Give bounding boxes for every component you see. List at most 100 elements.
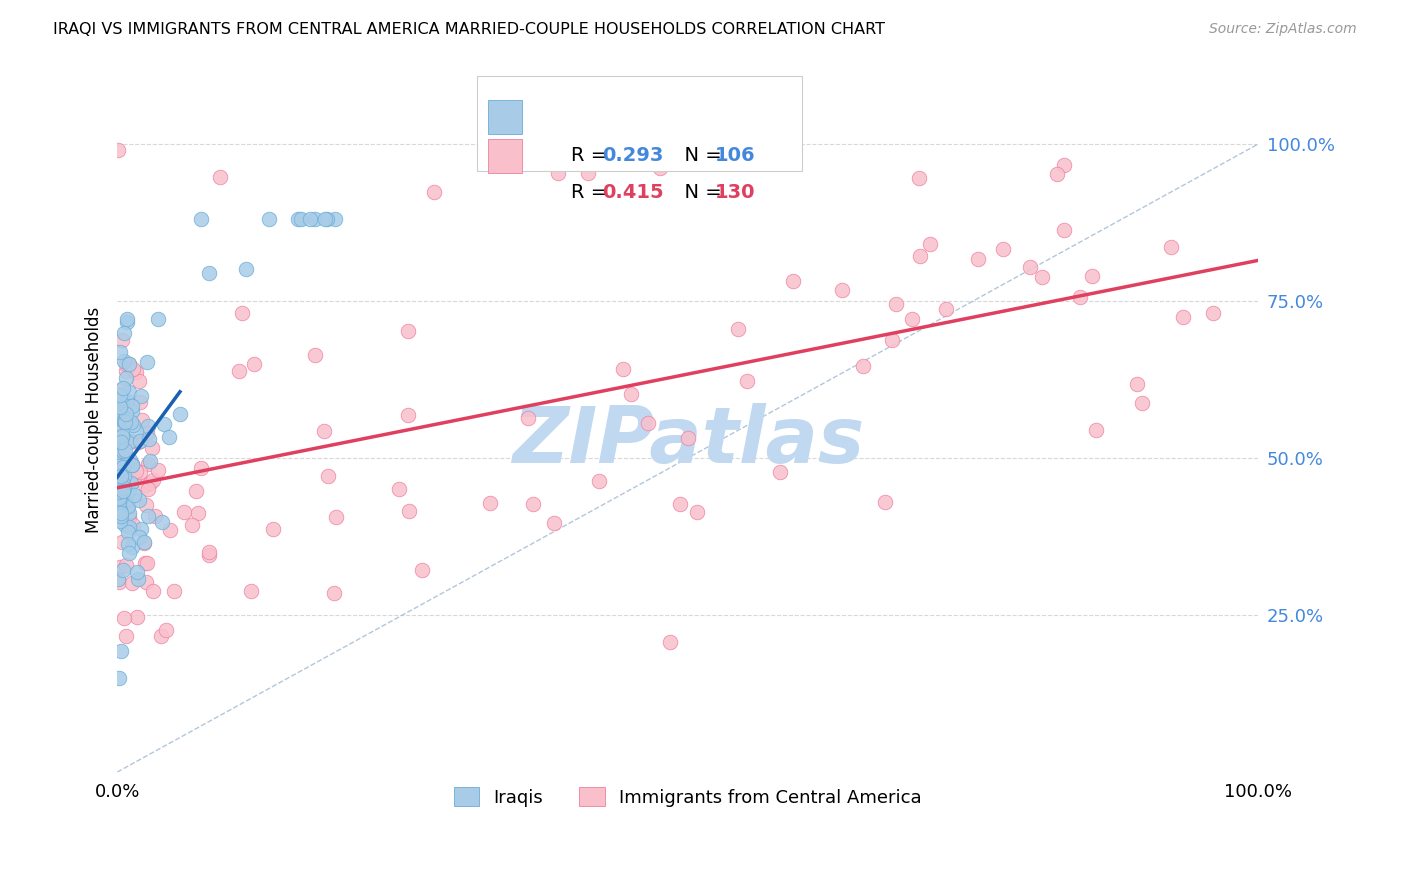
Point bbox=[118, 511, 141, 525]
Point bbox=[117, 546, 139, 560]
Point bbox=[396, 408, 419, 422]
Point bbox=[198, 548, 221, 562]
Point bbox=[110, 436, 132, 450]
Point bbox=[157, 430, 180, 444]
Point bbox=[117, 524, 139, 539]
Point bbox=[1126, 376, 1149, 391]
Point bbox=[107, 476, 129, 491]
Point bbox=[110, 430, 132, 444]
Point bbox=[112, 353, 135, 368]
Point bbox=[669, 497, 692, 511]
Point bbox=[659, 635, 682, 649]
Point bbox=[323, 212, 346, 227]
Point bbox=[138, 475, 160, 490]
Point bbox=[115, 498, 138, 512]
Point bbox=[208, 170, 231, 185]
Point bbox=[107, 494, 129, 508]
Point bbox=[110, 643, 132, 657]
Point bbox=[159, 523, 181, 537]
Point bbox=[1046, 168, 1069, 182]
Point bbox=[131, 413, 153, 427]
Point bbox=[112, 413, 135, 427]
Point bbox=[108, 388, 131, 402]
Point bbox=[141, 441, 163, 455]
Point bbox=[516, 410, 538, 425]
Point bbox=[884, 297, 907, 311]
Point bbox=[115, 407, 138, 421]
Point bbox=[423, 186, 446, 200]
Point bbox=[782, 273, 804, 287]
Point bbox=[135, 498, 157, 512]
Point bbox=[114, 443, 136, 458]
Point bbox=[121, 399, 143, 413]
Point bbox=[136, 419, 159, 434]
Point bbox=[612, 362, 634, 376]
Point bbox=[122, 470, 145, 484]
Point bbox=[125, 464, 148, 478]
Point bbox=[108, 344, 131, 359]
Point bbox=[125, 424, 148, 438]
Point bbox=[875, 494, 897, 508]
Point bbox=[304, 348, 326, 362]
Point bbox=[136, 509, 159, 524]
Point bbox=[108, 458, 131, 473]
Point bbox=[314, 424, 336, 438]
Point bbox=[127, 565, 149, 579]
Point bbox=[967, 252, 990, 266]
Text: Source: ZipAtlas.com: Source: ZipAtlas.com bbox=[1209, 22, 1357, 37]
Point bbox=[153, 417, 176, 431]
Point bbox=[290, 212, 312, 227]
Point bbox=[114, 401, 136, 415]
Point bbox=[112, 468, 135, 483]
Point bbox=[110, 508, 132, 523]
Point bbox=[686, 505, 709, 519]
Point bbox=[228, 364, 250, 378]
Point bbox=[108, 574, 131, 589]
Point bbox=[396, 324, 419, 338]
Point bbox=[146, 463, 169, 477]
Point bbox=[108, 491, 131, 505]
Point bbox=[676, 431, 699, 445]
Point bbox=[121, 576, 143, 591]
Point bbox=[262, 522, 284, 536]
Point bbox=[107, 143, 129, 157]
Point bbox=[121, 458, 143, 472]
Point bbox=[128, 395, 150, 409]
Point bbox=[918, 237, 941, 252]
Point bbox=[637, 416, 659, 430]
Point bbox=[323, 586, 346, 600]
Point bbox=[907, 171, 929, 186]
Point bbox=[240, 584, 263, 599]
Point bbox=[107, 494, 129, 508]
Point bbox=[110, 417, 132, 431]
Text: N =: N = bbox=[672, 145, 727, 165]
Text: 130: 130 bbox=[716, 184, 755, 202]
Point bbox=[112, 486, 135, 500]
Point bbox=[1202, 306, 1225, 320]
Point bbox=[110, 458, 132, 472]
Point bbox=[127, 610, 149, 624]
Point bbox=[136, 457, 159, 471]
Point bbox=[108, 502, 131, 516]
Point bbox=[257, 212, 280, 227]
Point bbox=[108, 400, 131, 414]
Point bbox=[132, 535, 155, 549]
Point bbox=[111, 391, 134, 405]
Point bbox=[146, 312, 169, 326]
Point bbox=[117, 537, 139, 551]
Point bbox=[112, 381, 135, 395]
Point bbox=[169, 407, 191, 421]
Bar bbox=[488, 139, 522, 173]
Point bbox=[287, 212, 309, 227]
Text: 106: 106 bbox=[716, 145, 756, 165]
Point bbox=[111, 494, 134, 508]
Point bbox=[134, 478, 156, 492]
Point bbox=[588, 474, 610, 488]
Point bbox=[118, 358, 141, 372]
Point bbox=[111, 534, 134, 549]
Point bbox=[121, 540, 143, 554]
Point bbox=[112, 326, 135, 341]
Point bbox=[115, 558, 138, 572]
Point bbox=[115, 393, 138, 408]
Point bbox=[411, 563, 433, 577]
